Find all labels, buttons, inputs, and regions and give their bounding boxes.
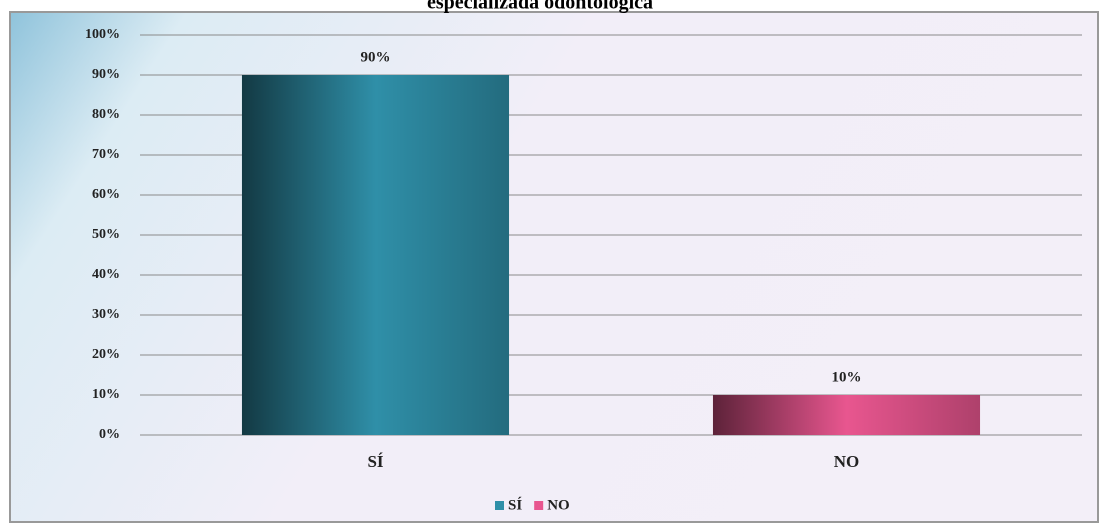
- x-tick-label: SÍ: [367, 452, 383, 471]
- y-tick-label: 60%: [92, 187, 120, 202]
- y-tick-label: 80%: [92, 107, 120, 122]
- legend-label: SÍ: [508, 496, 522, 513]
- y-tick-label: 0%: [99, 427, 120, 442]
- legend-label: NO: [547, 497, 570, 513]
- y-tick-label: 100%: [85, 27, 120, 42]
- legend-swatch: [495, 501, 504, 510]
- x-tick-label: NO: [834, 452, 860, 471]
- y-tick-label: 50%: [92, 227, 120, 242]
- chart-title: especializada odontológica: [427, 0, 653, 14]
- legend-swatch: [534, 501, 544, 510]
- bar-shade: [241, 75, 510, 435]
- y-tick-label: 30%: [92, 307, 120, 322]
- y-tick-label: 40%: [92, 267, 120, 282]
- chart-frame: [9, 11, 1099, 523]
- y-tick-label: 20%: [92, 347, 120, 362]
- data-label: 10%: [832, 369, 862, 385]
- y-tick-label: 90%: [92, 67, 120, 82]
- data-label: 90%: [361, 49, 391, 65]
- y-tick-label: 70%: [92, 147, 120, 162]
- bar-shade: [712, 395, 981, 435]
- y-tick-label: 10%: [92, 387, 120, 402]
